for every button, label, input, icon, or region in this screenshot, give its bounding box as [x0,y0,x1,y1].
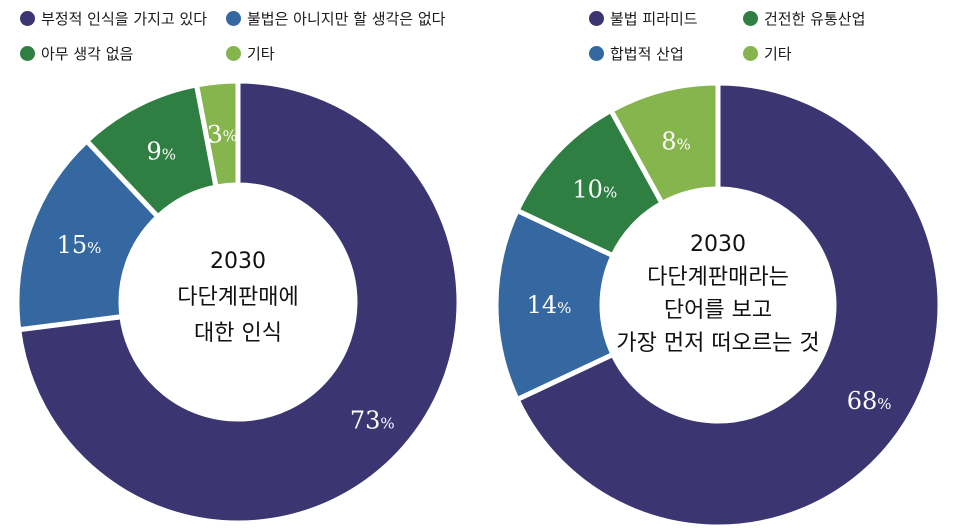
center-text-line: 가장 먼저 떠오르는 것 [616,331,819,356]
legend-item: 건전한 유통산업 [743,8,893,29]
legend-right: 불법 피라미드 건전한 유통산업 합법적 산업 기타 [589,8,893,64]
slice-value-label: 15% [57,231,102,259]
legend-swatch [589,11,604,26]
center-text-line: 다단계판매에 [177,285,298,310]
legend-label: 불법 피라미드 [610,10,698,28]
slice-value-label: 73% [350,406,395,434]
legend-label: 합법적 산업 [610,45,684,63]
legend-swatch [743,11,758,26]
center-text-line: 2030 [690,232,746,257]
legend-label: 부정적 인식을 가지고 있다 [41,10,208,28]
center-text-line: 대한 인식 [194,321,282,346]
legend-item: 부정적 인식을 가지고 있다 [20,8,220,29]
slice-value-label: 8% [661,127,691,155]
donut-slice [607,80,721,207]
legend-label: 아무 생각 없음 [41,45,134,63]
legend-item: 합법적 산업 [589,43,737,64]
slice-value-label: 14% [527,291,572,319]
legend-item: 기타 [226,43,466,64]
legend-item: 불법 피라미드 [589,8,737,29]
center-text-line: 단어를 보고 [664,298,772,323]
legend-swatch [20,46,35,61]
legend-label: 불법은 아니지만 할 생각은 없다 [247,10,446,28]
center-text-line: 2030 [210,249,266,274]
legend-label: 기타 [247,45,275,63]
legend-swatch [589,46,604,61]
slice-value-label: 9% [147,137,177,165]
donut-slice [513,80,943,530]
slice-value-label: 10% [572,175,617,203]
slice-value-label: 3% [206,118,238,149]
chart-panel-right: 불법 피라미드 건전한 유통산업 합법적 산업 기타 68% 14% 10% 8% 20… [479,0,957,530]
chart-panel-left: 부정적 인식을 가지고 있다 불법은 아니지만 할 생각은 없다 아무 생각 없… [0,0,478,530]
legend-label: 기타 [764,45,792,63]
legend-swatch [226,11,241,26]
legend-swatch [20,11,35,26]
legend-item: 기타 [743,43,893,64]
donut-slice [15,78,462,526]
legend-left: 부정적 인식을 가지고 있다 불법은 아니지만 할 생각은 없다 아무 생각 없… [20,8,466,64]
legend-swatch [226,46,241,61]
legend-swatch [743,46,758,61]
legend-item: 불법은 아니지만 할 생각은 없다 [226,8,466,29]
legend-item: 아무 생각 없음 [20,43,220,64]
center-text-line: 다단계판매라는 [647,265,789,290]
legend-label: 건전한 유통산업 [764,10,866,28]
slice-value-label: 68% [847,387,892,415]
donut-slice [193,78,241,190]
